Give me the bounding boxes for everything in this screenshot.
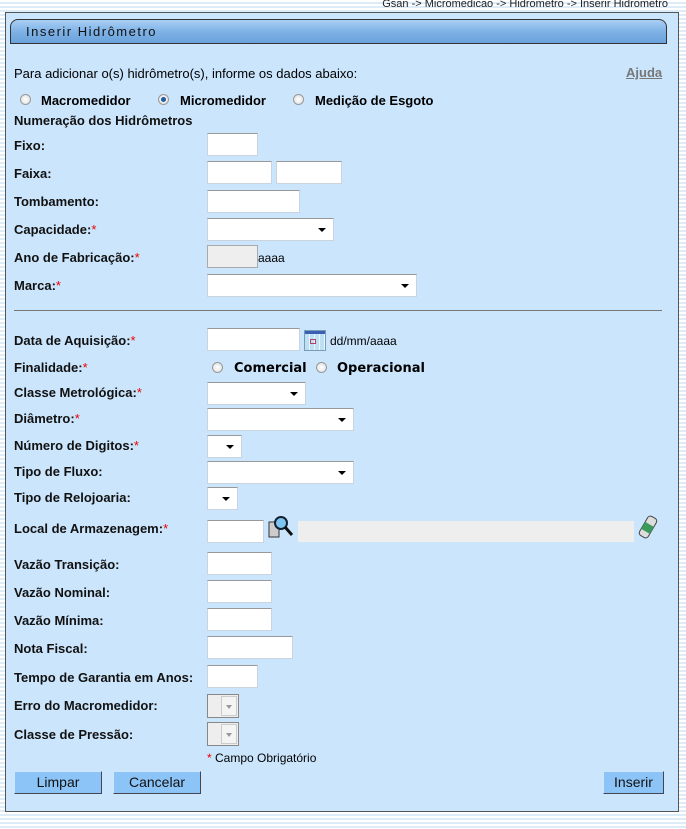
- classe-metrologica-select[interactable]: [207, 382, 306, 405]
- label-comercial: Comercial: [234, 361, 307, 376]
- page-title: Inserir Hidrômetro: [26, 24, 158, 39]
- required-mark: *: [55, 278, 61, 293]
- radio-comercial[interactable]: [212, 362, 223, 373]
- label-micromedidor: Micromedidor: [180, 93, 266, 108]
- label-fixo: Fixo:: [14, 138, 46, 153]
- label-marca: Marca:*: [14, 278, 61, 293]
- label-data-aquisicao: Data de Aquisição:*: [14, 333, 136, 348]
- required-mark: *: [74, 411, 80, 426]
- label-ano-fabricacao: Ano de Fabricação:*: [14, 250, 140, 265]
- help-link[interactable]: Ajuda: [626, 65, 663, 80]
- label-vazao-minima: Vazão Mínima:: [14, 613, 104, 628]
- label-medicao-esgoto: Medição de Esgoto: [315, 93, 434, 108]
- faixa-inicial-input[interactable]: [207, 161, 272, 184]
- capacidade-select[interactable]: [207, 218, 334, 241]
- tempo-garantia-input[interactable]: [207, 665, 258, 688]
- label-diametro: Diâmetro:*: [14, 411, 80, 426]
- label-tempo-garantia: Tempo de Garantia em Anos:: [14, 670, 194, 685]
- label-operacional: Operacional: [337, 361, 425, 376]
- data-aquisicao-input[interactable]: [207, 328, 300, 351]
- ano-hint: aaaa: [258, 251, 285, 265]
- required-mark: *: [130, 333, 136, 348]
- fixo-input[interactable]: [207, 133, 258, 156]
- local-armazenagem-input[interactable]: [207, 520, 264, 543]
- label-erro-macromedidor: Erro do Macromedidor:: [14, 698, 158, 713]
- required-mark: *: [136, 385, 142, 400]
- label-tipo-fluxo: Tipo de Fluxo:: [14, 464, 103, 479]
- label-capacidade: Capacidade:*: [14, 222, 97, 237]
- required-mark: *: [134, 250, 140, 265]
- search-icon[interactable]: [268, 514, 294, 540]
- label-finalidade: Finalidade:*: [14, 360, 88, 375]
- required-mark: *: [163, 521, 169, 536]
- faixa-final-input[interactable]: [276, 161, 342, 184]
- radio-medicao-esgoto[interactable]: [293, 94, 304, 105]
- ano-fabricacao-input[interactable]: [207, 245, 258, 268]
- label-tombamento: Tombamento:: [14, 194, 99, 209]
- label-macromedidor: Macromedidor: [41, 93, 131, 108]
- vazao-minima-input[interactable]: [207, 608, 272, 631]
- divider: [14, 310, 662, 311]
- label-nota-fiscal: Nota Fiscal:: [14, 641, 88, 656]
- label-local-armazenagem: Local de Armazenagem:*: [14, 521, 169, 536]
- cancelar-button[interactable]: Cancelar: [113, 771, 201, 794]
- intro-text: Para adicionar o(s) hidrômetro(s), infor…: [14, 66, 358, 81]
- inserir-button[interactable]: Inserir: [603, 771, 664, 794]
- erro-macromedidor-select[interactable]: [207, 694, 239, 718]
- tipo-fluxo-select[interactable]: [207, 461, 354, 484]
- label-classe-metrologica: Classe Metrológica:*: [14, 385, 142, 400]
- required-note: * Campo Obrigatório: [207, 751, 317, 765]
- radio-micromedidor[interactable]: [158, 94, 169, 105]
- vazao-transicao-input[interactable]: [207, 552, 272, 575]
- required-mark: *: [82, 360, 88, 375]
- label-vazao-nominal: Vazão Nominal:: [14, 585, 111, 600]
- label-numero-digitos: Número de Digitos:*: [14, 438, 139, 453]
- nota-fiscal-input[interactable]: [207, 636, 293, 659]
- label-classe-pressao: Classe de Pressão:: [14, 727, 134, 742]
- chevron-down-icon: [221, 724, 237, 744]
- tombamento-input[interactable]: [207, 190, 300, 213]
- marca-select[interactable]: [207, 274, 417, 297]
- breadcrumb: Gsan -> Micromedicao -> Hidrometro -> In…: [382, 0, 668, 10]
- panel-header: Inserir Hidrômetro: [10, 19, 667, 44]
- date-hint: dd/mm/aaaa: [330, 334, 397, 348]
- calendar-icon[interactable]: [304, 330, 326, 351]
- radio-operacional[interactable]: [316, 362, 327, 373]
- eraser-icon[interactable]: [638, 515, 658, 539]
- numero-digitos-select[interactable]: [207, 435, 242, 458]
- local-armazenagem-descricao: [298, 521, 634, 542]
- vazao-nominal-input[interactable]: [207, 580, 272, 603]
- tipo-relojoaria-select[interactable]: [207, 487, 238, 510]
- diametro-select[interactable]: [207, 408, 354, 431]
- label-tipo-relojoaria: Tipo de Relojoaria:: [14, 490, 131, 505]
- label-vazao-transicao: Vazão Transição:: [14, 557, 120, 572]
- limpar-button[interactable]: Limpar: [14, 771, 102, 794]
- required-mark: *: [91, 222, 97, 237]
- chevron-down-icon: [221, 696, 237, 716]
- required-mark: *: [133, 438, 139, 453]
- section-title: Numeração dos Hidrômetros: [14, 113, 193, 128]
- radio-macromedidor[interactable]: [20, 94, 31, 105]
- label-faixa: Faixa:: [14, 166, 52, 181]
- classe-pressao-select[interactable]: [207, 722, 239, 746]
